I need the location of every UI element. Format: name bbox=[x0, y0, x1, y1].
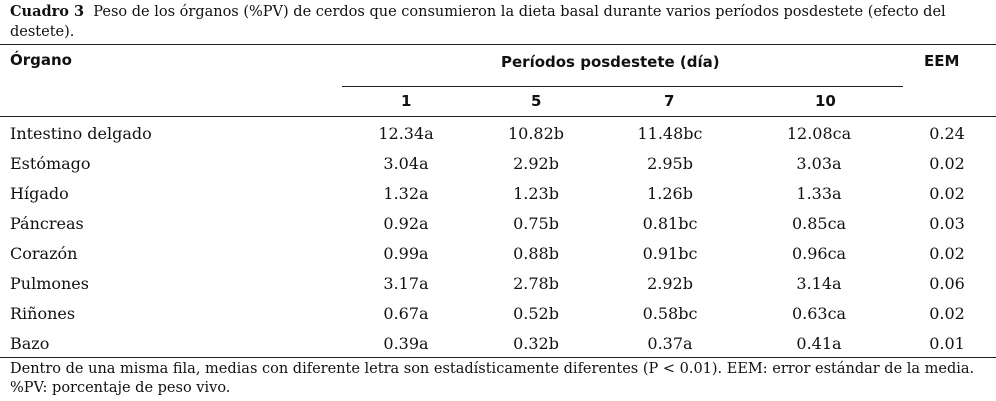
day-header: 5 bbox=[531, 92, 542, 110]
value-cell: 0.32b bbox=[513, 334, 559, 353]
organ-label: Hígado bbox=[10, 184, 69, 203]
organ-label: Riñones bbox=[10, 304, 76, 323]
value-cell: 10.82b bbox=[507, 124, 565, 143]
header-eem: EEM bbox=[924, 52, 960, 70]
organ-label: Bazo bbox=[10, 334, 50, 353]
value-cell: 3.14a bbox=[796, 274, 842, 293]
value-cell: 0.58bc bbox=[642, 304, 698, 323]
organ-label: Estómago bbox=[10, 154, 91, 173]
value-cell: 0.81bc bbox=[642, 214, 698, 233]
value-cell: 0.67a bbox=[383, 304, 429, 323]
organ-label: Intestino delgado bbox=[10, 124, 152, 143]
value-cell: 0.75b bbox=[513, 214, 559, 233]
eem-cell: 0.02 bbox=[929, 304, 965, 323]
value-cell: 0.96ca bbox=[791, 244, 847, 263]
table-caption: Cuadro 3 Peso de los órganos (%PV) de ce… bbox=[10, 2, 990, 42]
value-cell: 12.08ca bbox=[786, 124, 852, 143]
top-rule bbox=[0, 44, 996, 45]
value-cell: 2.95b bbox=[647, 154, 693, 173]
value-cell: 0.39a bbox=[383, 334, 429, 353]
day-header: 1 bbox=[401, 92, 412, 110]
eem-cell: 0.06 bbox=[929, 274, 965, 293]
eem-cell: 0.02 bbox=[929, 244, 965, 263]
value-cell: 0.88b bbox=[513, 244, 559, 263]
eem-cell: 0.02 bbox=[929, 184, 965, 203]
day-header: 10 bbox=[815, 92, 836, 110]
caption-label: Cuadro 3 bbox=[10, 3, 85, 20]
value-cell: 1.26b bbox=[647, 184, 693, 203]
caption-text: Peso de los órganos (%PV) de cerdos que … bbox=[10, 4, 946, 40]
value-cell: 2.78b bbox=[513, 274, 559, 293]
table-footnote: Dentro de una misma fila, medias con dif… bbox=[10, 361, 975, 396]
value-cell: 2.92b bbox=[513, 154, 559, 173]
value-cell: 1.32a bbox=[383, 184, 429, 203]
value-cell: 3.04a bbox=[383, 154, 429, 173]
value-cell: 0.92a bbox=[383, 214, 429, 233]
organ-label: Pulmones bbox=[10, 274, 89, 293]
value-cell: 11.48bc bbox=[637, 124, 703, 143]
bottom-rule bbox=[0, 357, 996, 358]
day-header: 7 bbox=[664, 92, 675, 110]
organ-label: Corazón bbox=[10, 244, 78, 263]
value-cell: 0.91bc bbox=[642, 244, 698, 263]
value-cell: 0.41a bbox=[796, 334, 842, 353]
eem-cell: 0.01 bbox=[929, 334, 965, 353]
value-cell: 3.03a bbox=[796, 154, 842, 173]
value-cell: 1.23b bbox=[513, 184, 559, 203]
header-periods: Períodos posdestete (día) bbox=[501, 53, 720, 71]
value-cell: 1.33a bbox=[796, 184, 842, 203]
periods-underline bbox=[342, 86, 903, 87]
value-cell: 0.85ca bbox=[791, 214, 847, 233]
value-cell: 2.92b bbox=[647, 274, 693, 293]
value-cell: 0.37a bbox=[647, 334, 693, 353]
value-cell: 0.52b bbox=[513, 304, 559, 323]
header-rule bbox=[0, 116, 996, 117]
eem-cell: 0.03 bbox=[929, 214, 965, 233]
value-cell: 12.34a bbox=[378, 124, 434, 143]
eem-cell: 0.24 bbox=[929, 124, 965, 143]
header-organ: Órgano bbox=[10, 51, 72, 69]
eem-cell: 0.02 bbox=[929, 154, 965, 173]
organ-label: Páncreas bbox=[10, 214, 84, 233]
value-cell: 0.63ca bbox=[791, 304, 847, 323]
value-cell: 3.17a bbox=[383, 274, 429, 293]
value-cell: 0.99a bbox=[383, 244, 429, 263]
